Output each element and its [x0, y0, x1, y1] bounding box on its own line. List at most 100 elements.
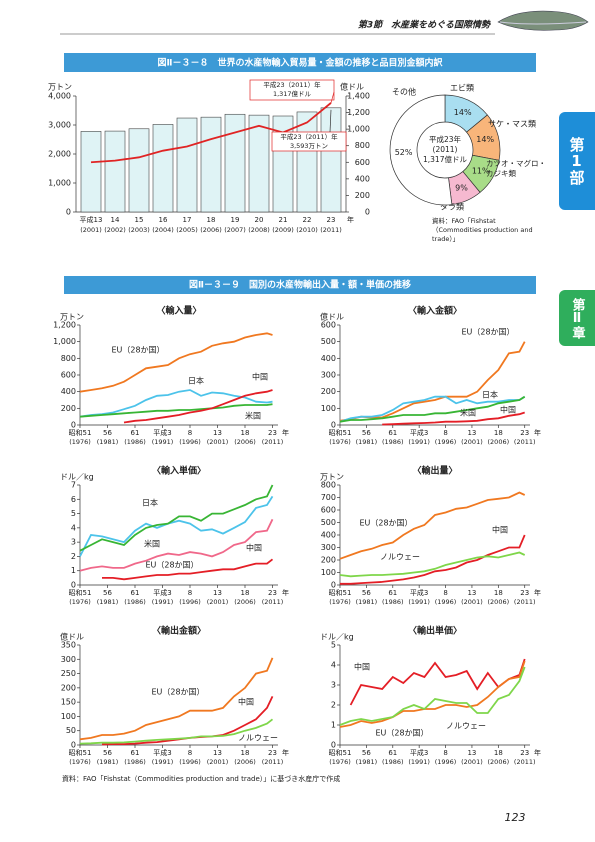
annotation-arrow — [330, 91, 335, 103]
x-tick-year: (1981) — [97, 598, 119, 606]
y-tick-label: 200 — [321, 387, 336, 396]
pie-label: エビ類 — [450, 83, 474, 93]
chart-title: 〈輸出金額〉 — [152, 625, 206, 637]
chart-title: 〈輸入量〉 — [156, 305, 201, 317]
y-tick-label: 6 — [71, 495, 76, 504]
x-tick-year: (1986) — [382, 438, 404, 446]
x-tick-year: (2001) — [207, 438, 229, 446]
y-tick-label: 0 — [71, 421, 76, 430]
y-tick-label: 600 — [61, 371, 76, 380]
x-tick-year: (1976) — [69, 758, 91, 766]
x-tick-year: (2011) — [514, 438, 536, 446]
x-tick-label: 15 — [135, 216, 144, 224]
series-label: 中国 — [500, 405, 516, 415]
x-tick-year: (2006) — [234, 758, 256, 766]
x-tick-label: 19 — [231, 216, 240, 224]
bar — [128, 128, 150, 213]
annotation-text: 平成23（2011）年 — [280, 132, 338, 141]
x-tick-label: 61 — [388, 589, 397, 597]
x-unit: 年 — [282, 428, 289, 437]
x-tick-year: (1996) — [179, 438, 201, 446]
x-tick-label: 61 — [388, 749, 397, 757]
figure-title: 図Ⅱ－３－９ 国別の水産物輸出入量・額・単価の推移 — [189, 279, 411, 291]
y-tick-label: 500 — [321, 518, 336, 527]
y-tick-label: 0 — [71, 581, 76, 590]
y2-tick-label: 800 — [355, 141, 370, 150]
x-tick-year: (1986) — [124, 598, 146, 606]
x-unit: 年 — [282, 588, 289, 597]
x-tick-label: 13 — [467, 429, 476, 437]
x-tick-year: (1981) — [356, 758, 378, 766]
x-tick-label: 13 — [213, 429, 222, 437]
bar — [320, 107, 342, 213]
x-tick-label: 23 — [520, 749, 529, 757]
line — [79, 389, 273, 418]
pie-value-label: 14% — [476, 135, 494, 144]
y2-tick-label: 600 — [355, 158, 370, 167]
x-tick-label: 18 — [494, 749, 503, 757]
x-tick-label: 13 — [467, 749, 476, 757]
chart-title: 〈輸入単価〉 — [152, 465, 206, 477]
y-tick-label: 300 — [61, 655, 76, 664]
section-title: 第3節 水産業をめぐる国際情勢 — [358, 20, 491, 31]
x-tick-year: (2006) — [488, 438, 510, 446]
y-tick-label: 2,000 — [48, 150, 71, 159]
line — [90, 102, 332, 164]
x-tick-label: 平成3 — [153, 428, 171, 437]
x-tick-label: 8 — [188, 429, 192, 437]
pie-value-label: 14% — [454, 108, 472, 117]
annotation-text: 3,593万トン — [290, 142, 328, 150]
x-tick-year: (2005) — [176, 226, 198, 234]
x-tick-year: (1991) — [152, 438, 174, 446]
x-tick-label: 56 — [362, 749, 371, 757]
x-tick-year: (1986) — [382, 758, 404, 766]
y-tick-label: 150 — [61, 698, 76, 707]
x-tick-year: (2006) — [200, 226, 222, 234]
x-tick-year: (2008) — [248, 226, 270, 234]
fish-icon-belly — [499, 21, 587, 25]
y-tick-label: 2 — [71, 552, 76, 561]
line — [102, 558, 274, 581]
pie-value-label: 52% — [395, 148, 413, 157]
chart-title: 〈輸出量〉 — [412, 465, 457, 477]
series-label: EU（28か国） — [461, 328, 514, 337]
y-tick-label: 400 — [61, 387, 76, 396]
x-tick-label: 18 — [494, 429, 503, 437]
source-note: 資料：FAO「Fishstat（Commodities production a… — [432, 217, 533, 243]
x-tick-label: 昭和51 — [329, 588, 352, 597]
y-tick-label: 4 — [71, 523, 76, 532]
line — [79, 484, 274, 552]
pie-value-label: 11% — [472, 167, 490, 176]
x-tick-label: 8 — [443, 429, 447, 437]
y-unit: 億ドル — [320, 312, 344, 322]
chart-title: 〈輸入金額〉 — [408, 305, 462, 317]
line — [79, 657, 274, 741]
y-tick-label: 3 — [331, 681, 336, 690]
x-unit: 年 — [282, 748, 289, 757]
annotation-text: 平成23（2011）年 — [263, 80, 321, 89]
y-tick-label: 800 — [321, 481, 336, 490]
x-tick-year: (1996) — [435, 438, 457, 446]
chapter-tab: 第Ⅱ章 — [559, 290, 595, 346]
x-tick-year: (2006) — [488, 598, 510, 606]
y-unit: 万トン — [48, 83, 72, 92]
x-tick-label: 56 — [362, 589, 371, 597]
series-label: 中国 — [354, 662, 370, 672]
x-tick-label: 8 — [188, 749, 192, 757]
x-tick-year: (1976) — [69, 438, 91, 446]
bar — [176, 117, 198, 213]
bar — [152, 124, 174, 213]
figure-title: 図Ⅱ－３－８ 世界の水産物輸入貿易量・金額の推移と品目別金額内訳 — [158, 57, 444, 69]
line — [339, 341, 526, 422]
bar — [224, 113, 246, 213]
page-number: 123 — [505, 811, 526, 824]
y-tick-label: 2 — [331, 701, 336, 710]
x-tick-year: (2001) — [461, 598, 483, 606]
x-tick-year: (2006) — [234, 438, 256, 446]
x-tick-year: (1996) — [435, 598, 457, 606]
y-tick-label: 200 — [61, 404, 76, 413]
y-tick-label: 4,000 — [48, 92, 71, 101]
series-label: ノルウェー — [446, 722, 486, 731]
line — [79, 332, 273, 393]
